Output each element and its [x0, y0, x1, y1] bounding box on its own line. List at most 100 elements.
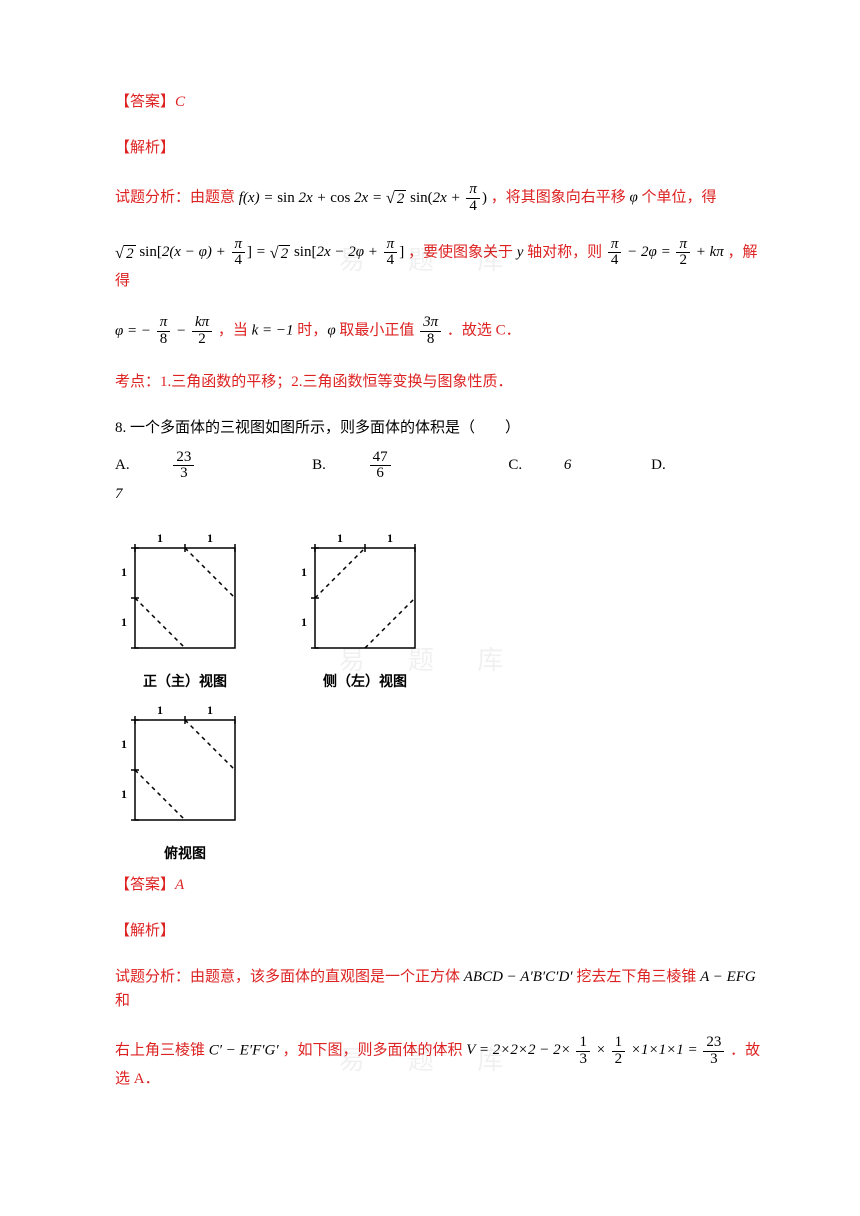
views-row-1: 1 1 1 1 正（主）视图 1 1 1 1 侧（左）视图: [115, 528, 770, 694]
den: 3: [173, 466, 194, 482]
answer-label: 【答案】: [115, 877, 175, 893]
q8-stem: 8. 一个多面体的三视图如图所示，则多面体的体积是（ ）: [115, 416, 770, 440]
tick-label: 1: [121, 565, 127, 579]
tick-label: 1: [301, 615, 307, 629]
tick-label: 1: [337, 531, 343, 545]
top-view-svg: 1 1 1 1: [115, 700, 255, 840]
q7-analysis-label: 【解析】: [115, 136, 770, 160]
text: 个单位，得: [642, 190, 717, 206]
top-caption: 俯视图: [115, 844, 255, 866]
text: 试题分析：由题意，该多面体的直观图是一个正方体: [115, 969, 464, 985]
num: 1: [612, 1035, 626, 1052]
den: 4: [232, 253, 246, 269]
opt-c: C. 6: [508, 457, 609, 473]
num: 3π: [420, 315, 441, 332]
q8-answer: 【答案】A: [115, 873, 770, 897]
phi: φ: [629, 190, 637, 206]
pyramid2: C′ − E′F′G′: [209, 1042, 279, 1058]
tick-label: 1: [207, 703, 213, 717]
math-expr: f(x) = sin 2x + cos 2x = √2 sin(2x + π4): [239, 190, 491, 206]
inner: 2x − 2φ: [316, 244, 364, 260]
k-val: k = −1: [252, 323, 294, 339]
den: 2: [676, 253, 690, 269]
side-caption: 侧（左）视图: [295, 672, 435, 694]
tail: ×1×1×1 =: [631, 1042, 702, 1058]
sqrt-arg: 2: [279, 245, 291, 262]
den: 8: [157, 332, 171, 348]
term: 2φ: [641, 244, 657, 260]
num: π: [676, 237, 690, 254]
opt-val: 7: [115, 486, 123, 502]
opt-label: B.: [312, 457, 326, 473]
answer-value: A: [175, 877, 184, 893]
math-expr: φ = − π8 − kπ2: [115, 323, 218, 339]
tick-label: 1: [387, 531, 393, 545]
volume-expr: V = 2×2×2 − 2× 13 × 12 ×1×1×1 = 233: [466, 1042, 730, 1058]
text: 挖去左下角三棱锥: [576, 969, 700, 985]
text: 和: [115, 993, 130, 1009]
q8-sol-line1: 试题分析：由题意，该多面体的直观图是一个正方体 ABCD − A′B′C′D′ …: [115, 965, 770, 1013]
num: 23: [703, 1035, 724, 1052]
side-view-svg: 1 1 1 1: [295, 528, 435, 668]
answer-label: 【答案】: [115, 94, 175, 110]
text: 试题分析：由题意: [115, 190, 239, 206]
opt-label: A.: [115, 457, 130, 473]
term: kπ: [710, 244, 724, 260]
tick-label: 1: [301, 565, 307, 579]
sqrt-arg: 2: [124, 245, 136, 262]
num: π: [384, 237, 398, 254]
inner: 2(x − φ): [162, 244, 212, 260]
text: ，要使图象关于: [408, 244, 517, 260]
views-row-2: 1 1 1 1 俯视图: [115, 700, 770, 866]
den: 6: [370, 466, 391, 482]
top-view: 1 1 1 1 俯视图: [115, 700, 255, 866]
den: 4: [466, 199, 480, 215]
times: ×: [596, 1042, 606, 1058]
den: 3: [576, 1052, 590, 1068]
q7-answer: 【答案】C: [115, 90, 770, 114]
num: π: [466, 182, 480, 199]
opt-a: A. 233: [115, 457, 274, 473]
tick-label: 1: [207, 531, 213, 545]
opt-label: D.: [651, 457, 666, 473]
text: 轴对称，则: [523, 244, 606, 260]
num: 23: [173, 450, 194, 467]
tick-label: 1: [121, 737, 127, 751]
num: 1: [576, 1035, 590, 1052]
front-view-svg: 1 1 1 1: [115, 528, 255, 668]
eq: = 2×2×2 − 2×: [475, 1042, 571, 1058]
opt-b: B. 476: [312, 457, 470, 473]
tick-label: 1: [121, 787, 127, 801]
q7-analysis-line1: 试题分析：由题意 f(x) = sin 2x + cos 2x = √2 sin…: [115, 182, 770, 215]
text: ．故选 C．: [447, 323, 521, 339]
den: 4: [608, 253, 622, 269]
q7-analysis-line2: √2 sin[2(x − φ) + π4] = √2 sin[2x − 2φ +…: [115, 237, 770, 294]
front-view: 1 1 1 1 正（主）视图: [115, 528, 255, 694]
text: ，如下图，则多面体的体积: [282, 1042, 466, 1058]
lhs: f(x): [239, 190, 260, 206]
text: 时，: [294, 323, 328, 339]
text: ，将其图象向右平移: [491, 190, 630, 206]
opt-label: C.: [508, 457, 522, 473]
den: 8: [420, 332, 441, 348]
num: kπ: [192, 315, 212, 332]
tick-label: 1: [121, 615, 127, 629]
sqrt-arg: 2: [395, 190, 407, 207]
V: V: [466, 1042, 475, 1058]
pyramid1: A − EFG: [700, 969, 756, 985]
math-expr: √2 sin[2(x − φ) + π4] = √2 sin[2x − 2φ +…: [115, 244, 408, 260]
math-expr: π4 − 2φ = π2 + kπ: [606, 244, 728, 260]
tick-label: 1: [157, 703, 163, 717]
den: 4: [384, 253, 398, 269]
den: 2: [192, 332, 212, 348]
q8-options: A. 233 B. 476 C. 6 D. 7: [115, 450, 770, 507]
tick-label: 1: [157, 531, 163, 545]
side-view: 1 1 1 1 侧（左）视图: [295, 528, 435, 694]
front-caption: 正（主）视图: [115, 672, 255, 694]
math-expr: 3π8: [418, 323, 447, 339]
q8-analysis-label: 【解析】: [115, 919, 770, 943]
num: 47: [370, 450, 391, 467]
opt-val: 6: [564, 457, 572, 473]
q8-sol-line2: 右上角三棱锥 C′ − E′F′G′ ，如下图，则多面体的体积 V = 2×2×…: [115, 1035, 770, 1092]
q7-kaodian: 考点：1.三角函数的平移；2.三角函数恒等变换与图象性质．: [115, 370, 770, 394]
